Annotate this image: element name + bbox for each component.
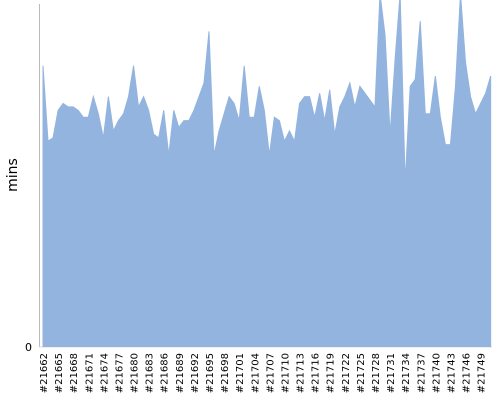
x-tick-label: #21671 [84, 353, 95, 393]
x-tick-label: #21695 [205, 353, 216, 393]
x-tick-label: #21680 [130, 353, 141, 393]
x-tick-label: #21677 [114, 353, 125, 393]
x-tick-label: #21692 [190, 353, 201, 393]
x-tick-label: #21683 [145, 353, 156, 393]
x-tick-label: #21701 [235, 353, 246, 393]
x-tick-label: #21740 [431, 353, 442, 393]
y-axis-label: mins [5, 158, 21, 192]
x-tick-label: #21704 [250, 353, 261, 393]
x-tick-label: #21698 [220, 353, 231, 393]
x-tick-label: #21746 [462, 353, 473, 393]
x-tick-label: #21710 [280, 353, 291, 393]
x-tick-label: #21725 [356, 353, 367, 393]
x-tick-label: #21662 [39, 353, 50, 393]
x-tick-label: #21719 [326, 353, 337, 393]
x-tick-label: #21749 [477, 353, 488, 393]
x-tick-label: #21674 [99, 353, 110, 393]
x-tick-label: #21668 [69, 353, 80, 393]
x-tick-label: #21737 [416, 353, 427, 393]
x-tick-label: #21728 [371, 353, 382, 393]
x-tick-label: #21743 [446, 353, 457, 393]
x-tick-label: #21713 [296, 353, 307, 393]
x-tick-label: #21731 [386, 353, 397, 393]
x-tick-label: #21722 [341, 353, 352, 393]
x-tick-label: #21665 [54, 353, 65, 393]
area [42, 0, 492, 347]
x-tick-label: #21707 [265, 353, 276, 393]
x-tick-label: #21716 [311, 353, 322, 393]
x-tick-label: #21689 [175, 353, 186, 393]
x-tick-label: #21734 [401, 353, 412, 393]
x-tick-label: #21686 [160, 353, 171, 393]
y-tick-label: 0 [25, 341, 32, 354]
